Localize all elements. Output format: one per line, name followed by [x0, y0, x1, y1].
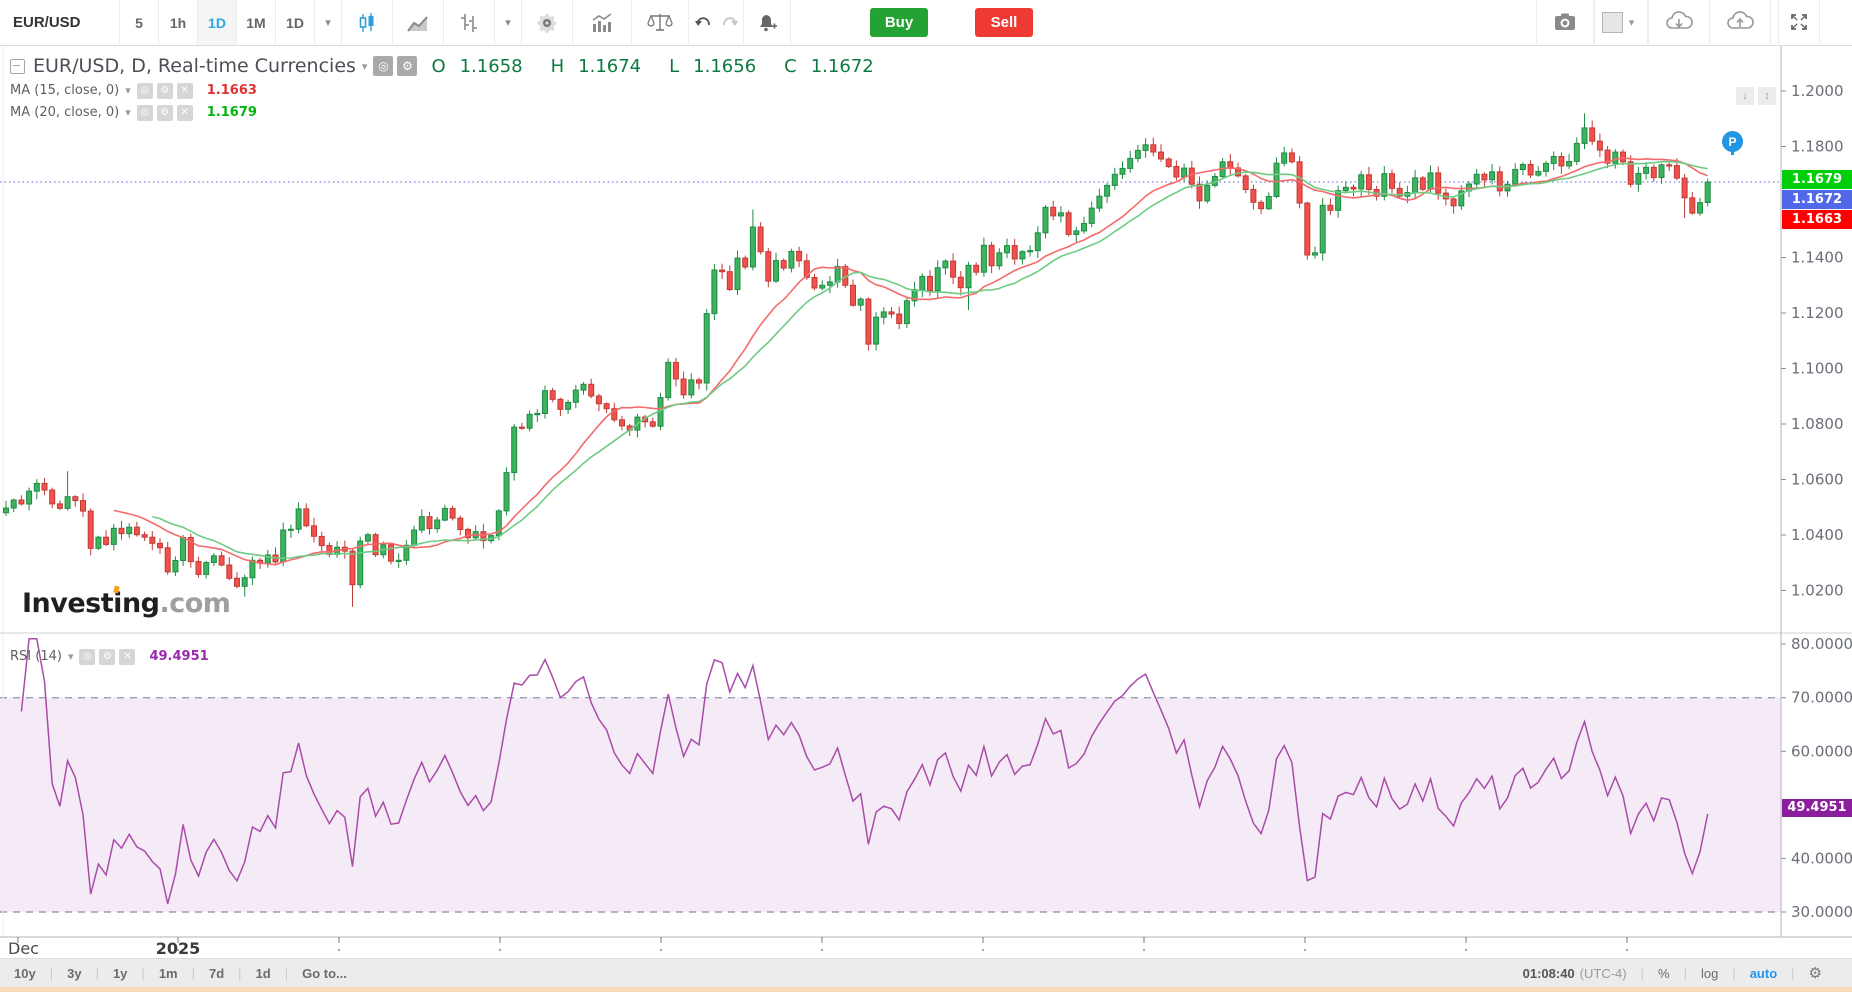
price-flag-high: 1.1679 [1782, 170, 1852, 189]
svg-text:60.0000: 60.0000 [1791, 742, 1852, 760]
svg-text:40.0000: 40.0000 [1791, 849, 1852, 867]
title-visibility-icon[interactable]: ◎ [373, 56, 394, 76]
add-alert-bell-icon[interactable] [744, 0, 791, 45]
chart-legend: EUR/USD, D, Real-time Currencies ▾ ◎ ⚙ O… [10, 53, 902, 123]
time-label-dec: Dec [8, 939, 39, 958]
svg-text:1.1200: 1.1200 [1791, 304, 1844, 322]
buy-button[interactable]: Buy [870, 8, 928, 37]
swatch-dropdown-icon: ▾ [1628, 16, 1635, 29]
interval-5[interactable]: 5 [120, 0, 159, 45]
scale-down-icon[interactable]: ↓ [1736, 87, 1754, 105]
svg-text:30.0000: 30.0000 [1791, 903, 1852, 921]
interval-1d2[interactable]: 1D [276, 0, 315, 45]
log-scale-button[interactable]: log [1700, 965, 1719, 981]
interval-dropdown-icon[interactable]: ▾ [315, 0, 342, 45]
investing-watermark: Investing.com [22, 588, 231, 619]
svg-text:1.0600: 1.0600 [1791, 471, 1844, 489]
ma20-remove-icon[interactable]: ✕ [176, 104, 193, 121]
ma15-row: MA (15, close, 0) ▾ ◎ ⚙ ✕ 1.1663 [10, 80, 902, 101]
ma20-label: MA (20, close, 0) [10, 105, 120, 120]
ma20-settings-icon[interactable]: ⚙ [156, 104, 173, 121]
ma20-value: 1.1679 [206, 105, 257, 120]
sell-button[interactable]: Sell [975, 8, 1033, 37]
ohlc-readout: O 1.1658 H 1.1674 L 1.1656 C 1.1672 [431, 55, 874, 77]
goto-button[interactable]: Go to... [302, 965, 347, 981]
svg-text:1.0400: 1.0400 [1791, 526, 1844, 544]
svg-text:1.0200: 1.0200 [1791, 582, 1844, 600]
chart-title: EUR/USD, D, Real-time Currencies [33, 55, 356, 77]
ma20-visibility-icon[interactable]: ◎ [136, 104, 153, 121]
rsi-visibility-icon[interactable]: ◎ [79, 648, 96, 665]
chart-area: 1.2000 1.1800 1.1400 1.1200 1.1000 1.0800 1.06… [0, 45, 1852, 958]
bottom-settings-gear-icon[interactable]: ⚙ [1808, 964, 1822, 982]
percent-scale-button[interactable]: % [1658, 965, 1670, 981]
chart-type-bars-icon[interactable] [444, 0, 495, 45]
chart-settings-gear-icon[interactable] [522, 0, 573, 45]
publish-badge[interactable]: P [1722, 131, 1743, 155]
legend-collapse-icon[interactable] [10, 58, 25, 74]
color-swatch [1601, 11, 1623, 33]
undo-icon[interactable] [689, 0, 716, 45]
range-10y[interactable]: 10y [14, 965, 36, 981]
compare-scales-icon[interactable] [632, 0, 689, 45]
title-dropdown-icon[interactable]: ▾ [361, 59, 368, 73]
svg-text:80.0000: 80.0000 [1791, 635, 1852, 653]
background-swatch-button[interactable]: ▾ [1594, 0, 1648, 44]
ma15-value: 1.1663 [206, 83, 257, 98]
camera-snapshot-icon[interactable] [1536, 0, 1594, 44]
clock: 01:08:40 [1522, 965, 1575, 981]
scale-reset-icon[interactable]: ↕ [1758, 87, 1776, 105]
ma15-dropdown-icon[interactable]: ▾ [125, 84, 131, 97]
svg-text:1.2000: 1.2000 [1791, 82, 1844, 100]
symbol-button[interactable]: EUR/USD [0, 0, 120, 45]
ma15-label: MA (15, close, 0) [10, 83, 120, 98]
price-flag-last: 1.1672 [1782, 190, 1852, 209]
bottom-toolbar: 10y | 3y | 1y | 1m | 7d | 1d | Go to... 01:08:… [0, 958, 1852, 987]
rsi-row: RSI (14) ▾ ◎ ⚙ ✕ 49.4951 [10, 646, 209, 667]
rsi-label: RSI (14) [10, 649, 62, 664]
cloud-save-icon[interactable] [1710, 0, 1771, 44]
page-edge-strip [0, 987, 1852, 992]
chart-type-line-icon[interactable] [393, 0, 444, 45]
svg-text:1.1800: 1.1800 [1791, 138, 1844, 156]
top-toolbar: EUR/USD 5 1h 1D 1M 1D ▾ [0, 0, 1852, 46]
ma20-row: MA (20, close, 0) ▾ ◎ ⚙ ✕ 1.1679 [10, 102, 902, 123]
range-1y[interactable]: 1y [112, 965, 128, 981]
interval-1d-active[interactable]: 1D [198, 0, 237, 45]
redo-icon[interactable] [716, 0, 744, 45]
rsi-settings-icon[interactable]: ⚙ [99, 648, 116, 665]
ma15-remove-icon[interactable]: ✕ [176, 82, 193, 99]
timezone[interactable]: (UTC-4) [1579, 965, 1627, 981]
chart-type-candlestick-icon[interactable] [342, 0, 393, 45]
svg-text:70.0000: 70.0000 [1791, 689, 1852, 707]
title-settings-gear-icon[interactable]: ⚙ [397, 56, 418, 76]
price-flag-low: 1.1663 [1782, 210, 1852, 229]
rsi-flag: 49.4951 [1782, 799, 1852, 817]
interval-1m[interactable]: 1M [237, 0, 276, 45]
indicators-icon[interactable] [573, 0, 632, 45]
time-label-2025: 2025 [155, 939, 201, 958]
ma15-visibility-icon[interactable]: ◎ [136, 82, 153, 99]
range-7d[interactable]: 7d [209, 965, 225, 981]
rsi-dropdown-icon[interactable]: ▾ [67, 650, 74, 663]
ma15-settings-icon[interactable]: ⚙ [156, 82, 173, 99]
svg-text:1.1400: 1.1400 [1791, 249, 1844, 267]
svg-text:1.0800: 1.0800 [1791, 415, 1844, 433]
svg-text:1.1000: 1.1000 [1791, 360, 1844, 378]
chart-type-dropdown-icon[interactable]: ▾ [495, 0, 522, 45]
range-1m[interactable]: 1m [158, 965, 178, 981]
fullscreen-icon[interactable] [1778, 0, 1820, 44]
cloud-load-icon[interactable] [1648, 0, 1710, 44]
rsi-remove-icon[interactable]: ✕ [119, 648, 136, 665]
logo-accent-icon: i [113, 588, 122, 619]
ma20-dropdown-icon[interactable]: ▾ [125, 106, 131, 119]
range-1d[interactable]: 1d [255, 965, 271, 981]
auto-scale-button[interactable]: auto [1749, 965, 1778, 981]
rsi-value: 49.4951 [149, 649, 209, 664]
range-3y[interactable]: 3y [67, 965, 82, 981]
interval-1h[interactable]: 1h [159, 0, 198, 45]
